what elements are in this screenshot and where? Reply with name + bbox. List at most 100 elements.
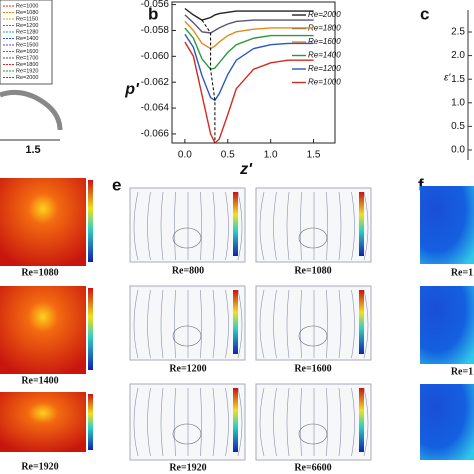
series-line — [184, 27, 314, 71]
image-caption: Re=1 — [451, 267, 473, 278]
panel-label: e — [112, 175, 121, 194]
streamline — [326, 387, 328, 457]
streamline — [338, 191, 342, 261]
streamline — [147, 387, 151, 457]
x-tick-label: 1.5 — [307, 150, 321, 161]
streamline — [338, 387, 342, 457]
x-axis-label: z' — [239, 161, 253, 178]
streamline — [133, 387, 139, 457]
legend-label: Re=1800 — [308, 24, 341, 33]
y-tick-label: 1.5 — [451, 74, 465, 85]
curve-bundle — [0, 89, 63, 131]
colorbar — [88, 288, 93, 370]
contour-image — [420, 286, 474, 364]
legend-label: Re=1600 — [308, 37, 341, 46]
image-caption: Re=1200 — [169, 363, 206, 374]
panel-label: c — [420, 4, 429, 23]
streamline — [300, 387, 302, 457]
streamline — [351, 289, 355, 359]
streamline — [237, 289, 243, 359]
panel-d — [0, 178, 93, 452]
x-tick-label: 0.0 — [178, 150, 192, 161]
x-tick-label: 0.5 — [221, 150, 235, 161]
streamline — [225, 191, 229, 261]
streamline — [225, 289, 229, 359]
streamline — [237, 191, 243, 261]
panel-f — [420, 186, 474, 460]
streamline — [237, 387, 243, 457]
contour-image — [0, 178, 86, 266]
series-line — [184, 41, 314, 145]
streamline — [273, 289, 277, 359]
streamline — [160, 289, 164, 359]
streamline — [174, 289, 176, 359]
y-tick-label: 0.5 — [451, 121, 465, 132]
y-tick-label: -0.064 — [141, 103, 170, 114]
streamline — [300, 191, 302, 261]
panel-e — [129, 187, 372, 461]
streamline — [200, 387, 202, 457]
legend-label: Re=2000 — [308, 10, 341, 19]
panel-label: f — [418, 175, 424, 194]
streamline — [174, 191, 176, 261]
streamline — [147, 289, 151, 359]
y-tick-label: -0.062 — [141, 77, 170, 88]
streamline — [259, 387, 265, 457]
streamline — [174, 387, 176, 457]
streamline — [338, 289, 342, 359]
y-tick-label: 2.5 — [451, 27, 465, 38]
series-line — [184, 33, 314, 102]
streamline — [160, 191, 164, 261]
y-tick-label: 1.0 — [451, 97, 465, 108]
vortex — [172, 325, 202, 347]
contour-image — [420, 186, 474, 264]
panel-a — [0, 0, 63, 141]
colorbar — [233, 290, 238, 354]
colorbar — [88, 394, 93, 450]
legend-label: Re=1080 — [16, 10, 38, 16]
series-line — [184, 7, 314, 21]
image-caption: Re=800 — [172, 265, 204, 276]
image-caption: Re=1920 — [169, 462, 206, 473]
streamline — [160, 387, 164, 457]
legend-label: Re=1150 — [16, 16, 38, 22]
vortex — [298, 227, 328, 249]
colorbar — [233, 192, 238, 256]
streamline — [212, 387, 216, 457]
image-caption: Re=1400 — [21, 375, 58, 386]
streamline — [363, 289, 369, 359]
contour-image — [420, 384, 474, 460]
streamline — [200, 289, 202, 359]
streamline — [133, 289, 139, 359]
tick-label: 1.5 — [25, 144, 40, 156]
minimum-trace — [201, 19, 216, 143]
legend-label: Re=1400 — [308, 51, 341, 60]
streamline — [133, 191, 139, 261]
x-tick-label: 1.0 — [264, 150, 278, 161]
streamline — [351, 191, 355, 261]
legend-label: Re=1500 — [16, 42, 38, 48]
legend-label: Re=1920 — [16, 68, 38, 74]
streamline — [300, 289, 302, 359]
streamline — [212, 289, 216, 359]
streamline — [326, 191, 328, 261]
y-tick-label: 2.0 — [451, 50, 465, 61]
streamline — [363, 191, 369, 261]
streamline — [259, 289, 265, 359]
streamline — [363, 387, 369, 457]
colorbar — [359, 192, 364, 256]
y-tick-label: -0.066 — [141, 129, 170, 140]
streamline — [286, 289, 290, 359]
legend-label: Re=1280 — [16, 29, 38, 35]
streamline — [212, 191, 216, 261]
image-caption: Re=1080 — [294, 265, 331, 276]
legend-label: Re=1000 — [16, 3, 38, 9]
y-axis-label: p' — [124, 81, 140, 98]
image-caption: Re=6600 — [294, 462, 331, 473]
colorbar — [359, 290, 364, 354]
streamline — [286, 387, 290, 457]
colorbar — [88, 180, 93, 262]
y-tick-label: -0.056 — [141, 0, 170, 10]
series-line — [184, 14, 314, 34]
